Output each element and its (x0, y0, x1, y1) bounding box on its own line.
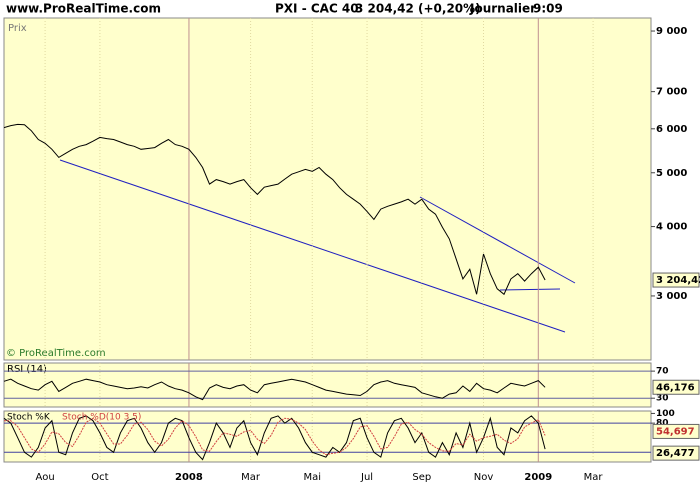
value-box (652, 445, 700, 461)
y-tick-label: 3 000 (656, 291, 687, 302)
x-tick-label: Mar (584, 472, 604, 483)
data-line (3, 378, 546, 401)
y-tick-label: 30 (656, 394, 669, 404)
y-tick-label: 6 000 (656, 124, 687, 135)
x-tick-label: Mai (303, 472, 321, 483)
rsi-panel (3, 362, 652, 408)
period: Journalier (469, 2, 536, 16)
watermark: © ProRealTime.com (6, 348, 106, 359)
x-tick-label: Oct (91, 472, 108, 483)
trend-line (419, 196, 576, 284)
x-tick-label: Sep (412, 472, 431, 483)
panel-label: Prix (8, 23, 27, 34)
data-line (4, 417, 546, 456)
time: 9:09 (533, 2, 563, 16)
value-box (652, 379, 700, 395)
y-tick-label: 5 000 (656, 168, 687, 179)
stoch-panel (3, 410, 652, 463)
data-line (3, 123, 546, 296)
x-tick-label: 2008 (175, 472, 203, 483)
value-box (652, 272, 700, 288)
x-tick-label: 2009 (524, 472, 552, 483)
instrument: PXI - CAC 40 (275, 2, 359, 16)
legend-entry: Stoch %K (7, 413, 51, 423)
last-value-label: 3 204,42 (656, 275, 700, 286)
panel-label: RSI (14) (7, 364, 47, 375)
last-value-label: 26,477 (656, 448, 695, 459)
x-tick-label: Aou (36, 472, 55, 483)
price-panel (3, 17, 652, 361)
x-tick-label: Jul (360, 472, 373, 483)
quote: 3 204,42 (+0,20%) (355, 2, 481, 16)
last-value-label: 46,176 (656, 382, 695, 393)
data-line (3, 415, 546, 461)
y-tick-label: 9 000 (656, 26, 687, 37)
x-tick-label: Nov (474, 472, 494, 483)
y-tick-label: 70 (656, 367, 669, 377)
value-box (652, 423, 700, 439)
y-tick-label: 100 (656, 409, 675, 419)
site: www.ProRealTime.com (6, 2, 161, 16)
y-tick-label: 4 000 (656, 222, 687, 233)
x-tick-label: Mar (241, 472, 261, 483)
trend-line (499, 288, 561, 291)
y-tick-label: 80 (656, 419, 669, 429)
legend-entry: Stoch %D(10 3 5) (62, 413, 141, 423)
y-tick-label: 7 000 (656, 87, 687, 98)
last-value-label: 54,697 (656, 426, 695, 437)
